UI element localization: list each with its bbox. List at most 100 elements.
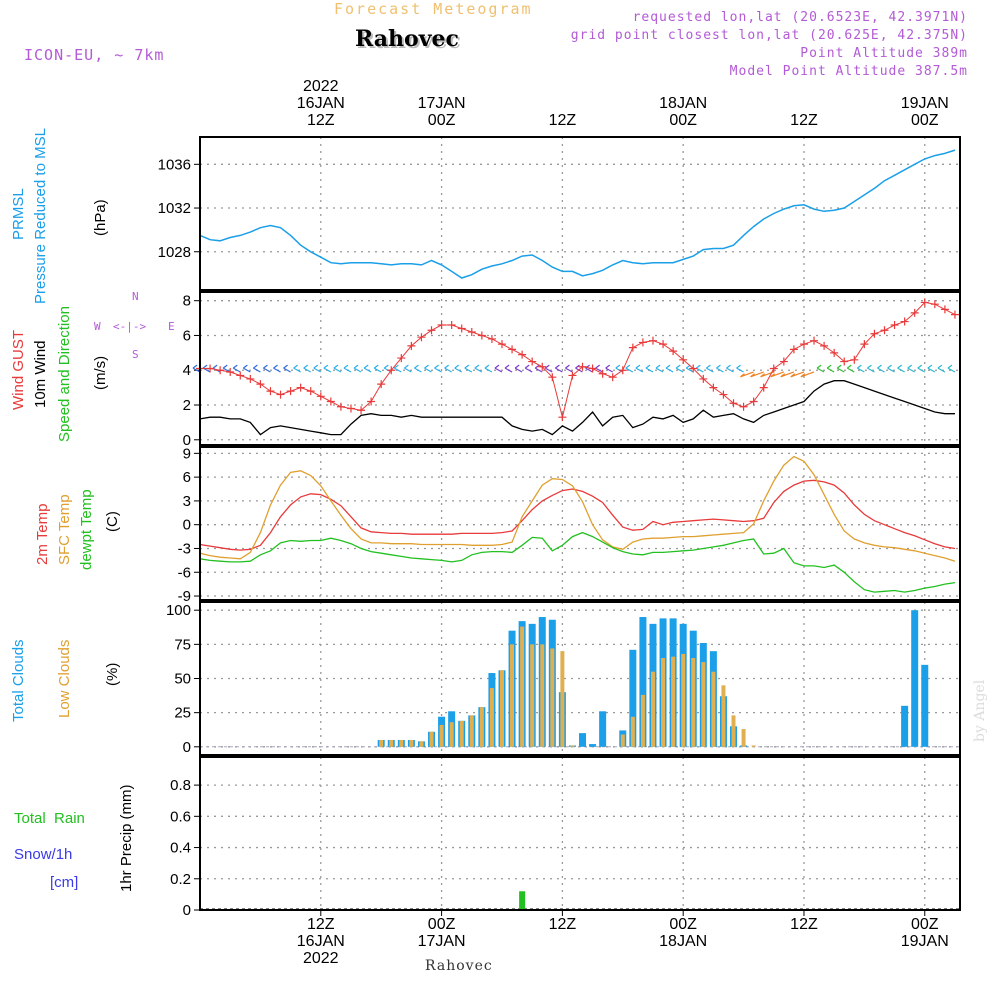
wind-gust-marker — [568, 371, 577, 380]
wind-direction-arrow — [504, 367, 513, 373]
wind-direction-arrowhead — [504, 364, 510, 369]
wind-gust-marker — [608, 373, 617, 382]
temperature-ytick-label: 6 — [183, 469, 191, 486]
compass-arrows: <-|-> — [113, 320, 147, 333]
wind-gust-marker — [850, 355, 859, 364]
wind-direction-arrowhead — [726, 364, 731, 369]
top-time-label: 19JAN — [901, 95, 949, 112]
wind-direction-arrowhead — [846, 364, 852, 369]
wind-direction-arrow — [353, 367, 362, 373]
wind-gust-marker — [548, 373, 557, 382]
wind-direction-arrow — [484, 367, 493, 373]
wind-direction-arrowhead — [877, 364, 882, 369]
wind-gust-line — [200, 301, 956, 418]
wind-direction-arrow — [585, 367, 593, 373]
low-clouds-bar — [399, 739, 404, 747]
low-clouds-bar — [479, 707, 484, 747]
wind-gust-marker — [216, 366, 225, 375]
footer-location: Rahovec — [425, 958, 493, 974]
wind-direction-arrow — [780, 371, 795, 378]
wind-direction-arrow — [464, 367, 473, 373]
total-clouds-bar — [579, 733, 587, 747]
pressure-ytick-label: 1028 — [158, 244, 191, 261]
wind-gust-marker — [840, 357, 849, 366]
wind-direction-arrowhead — [353, 364, 359, 369]
wind-gust-marker — [477, 331, 486, 340]
wind-direction-arrowhead — [232, 364, 238, 369]
wind-gust-marker — [316, 392, 325, 401]
wind-direction-arrow — [444, 367, 452, 373]
requested-coords: requested lon,lat (20.6523E, 42.3971N) — [632, 10, 968, 25]
wind-direction-arrowhead — [695, 364, 701, 369]
low-clouds-bar — [751, 745, 756, 747]
wind-direction-arrowhead — [555, 364, 560, 369]
wind-direction-arrowhead — [363, 364, 369, 369]
low-clouds-bar — [661, 658, 666, 747]
low-clouds-bar — [429, 731, 434, 747]
wind-gust-marker — [528, 357, 537, 366]
wind-gust-marker — [709, 383, 718, 392]
bottom-time-label: 19JAN — [901, 933, 949, 950]
wind-direction-arrow — [877, 367, 885, 373]
wind-direction-arrowhead — [524, 364, 530, 369]
wind-direction-arrow — [434, 367, 442, 373]
wind-direction-arrow — [595, 367, 603, 373]
wind-direction-arrowhead — [393, 364, 399, 369]
wind-direction-arrow — [927, 367, 936, 373]
bottom-time-label: 2022 — [303, 950, 339, 967]
wind-direction-arrow — [243, 367, 251, 373]
wind-direction-arrow — [685, 367, 694, 373]
wind-gust-marker — [326, 397, 335, 406]
wind-direction-arrowhead — [635, 364, 641, 369]
rain-bar — [519, 891, 526, 910]
compass-e-label: E — [168, 320, 175, 333]
temperature-ytick-label: -9 — [178, 588, 191, 605]
low-clouds-bar — [620, 734, 625, 747]
wind-gust-marker — [206, 364, 215, 373]
temperature-ytick-label: 3 — [183, 493, 191, 510]
wind-direction-arrowhead — [544, 364, 550, 369]
wind-gust-marker — [407, 341, 416, 350]
wind-ytick-label: 0 — [183, 432, 191, 449]
wind-direction-arrowhead — [222, 364, 228, 369]
wind-gust-marker — [497, 340, 506, 349]
wind-gust-marker — [628, 343, 637, 352]
grid-point-coords: grid point closest lon,lat (20.625E, 42.… — [570, 28, 968, 43]
wind-gust-marker — [940, 305, 949, 314]
total-clouds-bar — [639, 617, 647, 747]
wind-gust-marker — [920, 298, 929, 307]
wind-direction-arrowhead — [937, 364, 943, 369]
top-time-label: 00Z — [669, 112, 697, 129]
low-clouds-bar — [469, 715, 474, 747]
wind-gust-marker — [336, 402, 345, 411]
wind-direction-arrow — [645, 367, 654, 373]
wind-gust-marker — [578, 362, 587, 371]
wind-gust-marker — [256, 380, 265, 389]
top-time-label: 16JAN — [297, 95, 345, 112]
wind-gust-marker — [357, 406, 366, 415]
temp-sfc-line — [199, 455, 956, 562]
wind-direction-arrow — [363, 367, 372, 373]
wind-gust-marker — [759, 383, 768, 392]
model-label: ICON-EU, ~ 7km — [24, 46, 165, 64]
wind-direction-arrow — [857, 367, 865, 373]
wind-gust-marker — [467, 327, 476, 336]
wind-direction-arrowhead — [927, 364, 933, 369]
wind-direction-arrow — [313, 367, 322, 373]
low-clouds-bar — [650, 671, 655, 747]
low-clouds-bar — [439, 724, 444, 747]
wind-direction-arrow — [675, 367, 684, 373]
wind-direction-arrow — [907, 367, 915, 373]
low-clouds-bar — [520, 626, 525, 747]
wind-direction-arrow — [343, 367, 352, 373]
wind-direction-arrow — [283, 367, 291, 373]
wind-gust-marker — [457, 324, 466, 333]
wind-gust-marker — [306, 387, 315, 396]
wind-gust-marker — [518, 350, 527, 359]
bottom-time-label: 12Z — [790, 916, 818, 933]
wind-gust-marker — [397, 354, 406, 363]
pressure-ytick-label: 1036 — [158, 156, 191, 173]
wind-gust-marker — [367, 397, 376, 406]
wind-gust-marker — [669, 347, 678, 356]
